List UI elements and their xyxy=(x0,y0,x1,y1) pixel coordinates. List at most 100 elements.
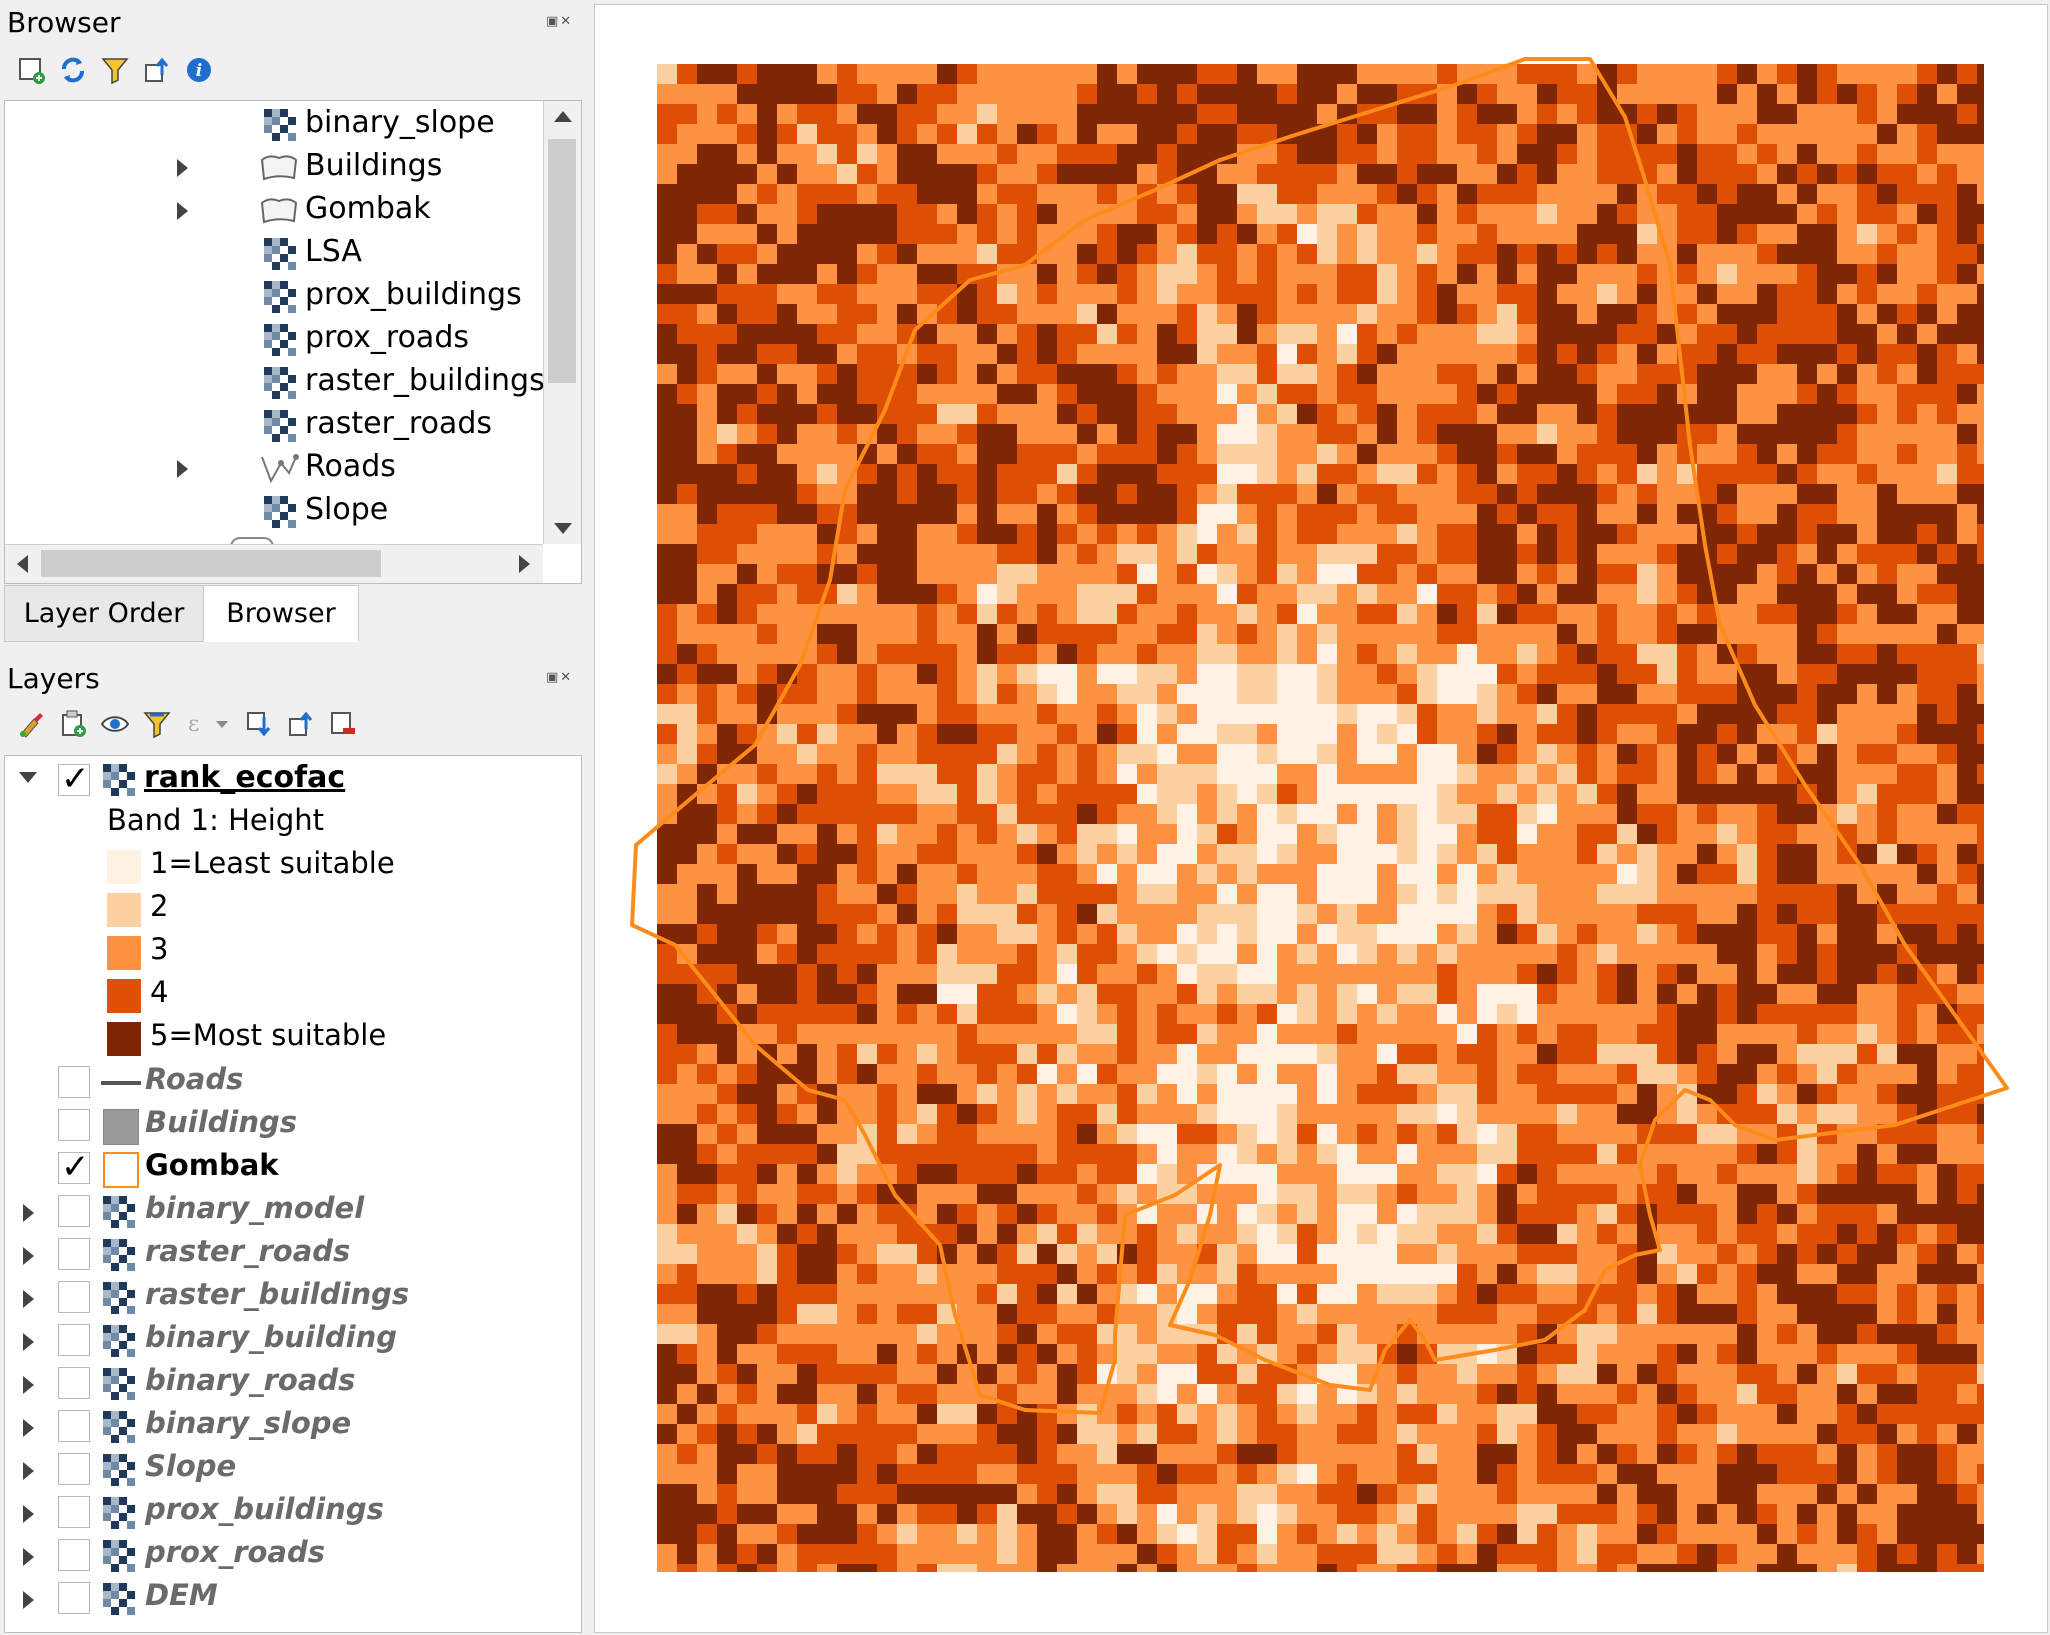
layer-checkbox[interactable] xyxy=(58,1496,90,1528)
layer-checkbox[interactable] xyxy=(58,1539,90,1571)
browser-item[interactable]: Gombak xyxy=(5,189,541,232)
scroll-right-arrow-icon[interactable] xyxy=(519,555,530,573)
layers-dock-buttons[interactable]: ▣✕ xyxy=(546,670,574,685)
raster-cell xyxy=(677,1044,697,1064)
raster-cell xyxy=(1777,544,1797,564)
map-canvas[interactable] xyxy=(594,4,2048,1633)
raster-cell xyxy=(1137,884,1157,904)
layer-name[interactable]: Slope xyxy=(145,1449,237,1483)
vertical-scroll-thumb[interactable] xyxy=(548,139,576,383)
horizontal-scroll-thumb[interactable] xyxy=(41,550,381,577)
layer-name[interactable]: Roads xyxy=(145,1062,244,1096)
browser-item[interactable]: binary_slope xyxy=(5,103,541,146)
remove-layer-icon[interactable] xyxy=(327,708,359,740)
browser-item[interactable]: raster_roads xyxy=(5,404,541,447)
expand-arrow-icon[interactable] xyxy=(23,1505,34,1523)
layer-checkbox[interactable] xyxy=(58,1066,90,1098)
raster-cell xyxy=(1537,564,1557,584)
layer-checkbox[interactable] xyxy=(58,1582,90,1614)
layer-name[interactable]: raster_roads xyxy=(145,1234,351,1268)
expand-arrow-icon[interactable] xyxy=(23,1591,34,1609)
expand-arrow-icon[interactable] xyxy=(177,460,188,478)
filter-icon[interactable] xyxy=(99,54,131,86)
browser-item[interactable]: prox_roads xyxy=(5,318,541,361)
layer-name[interactable]: binary_roads xyxy=(145,1363,356,1397)
layer-checkbox[interactable] xyxy=(58,1152,90,1184)
layers-tree[interactable]: ✓ rank_ecofac Band 1: Height 1=Least sui… xyxy=(4,755,582,1633)
collapse-arrow-icon[interactable] xyxy=(19,772,37,783)
expand-arrow-icon[interactable] xyxy=(23,1548,34,1566)
scroll-left-arrow-icon[interactable] xyxy=(17,555,28,573)
layer-checkbox[interactable] xyxy=(58,1410,90,1442)
expand-arrow-icon[interactable] xyxy=(23,1462,34,1480)
raster-cell xyxy=(657,504,677,524)
expand-arrow-icon[interactable] xyxy=(177,202,188,220)
raster-cell xyxy=(697,1024,717,1044)
tab-browser[interactable]: Browser xyxy=(203,585,359,642)
raster-cell xyxy=(697,1184,717,1204)
layer-checkbox[interactable] xyxy=(58,1238,90,1270)
raster-cell xyxy=(1737,884,1757,904)
layer-checkbox[interactable] xyxy=(58,1453,90,1485)
eye-icon[interactable] xyxy=(99,708,131,740)
expand-arrow-icon[interactable] xyxy=(177,159,188,177)
raster-cell xyxy=(1617,1224,1637,1244)
layer-checkbox[interactable] xyxy=(58,1324,90,1356)
browser-item[interactable]: Slope xyxy=(5,490,541,533)
map-svg[interactable] xyxy=(595,5,2047,1632)
info-icon[interactable]: i xyxy=(183,54,215,86)
expand-arrow-icon[interactable] xyxy=(23,1419,34,1437)
scroll-down-arrow-icon[interactable] xyxy=(554,523,572,534)
layer-name[interactable]: DEM xyxy=(145,1578,218,1612)
raster-cell xyxy=(677,264,697,284)
scroll-up-arrow-icon[interactable] xyxy=(554,111,572,122)
browser-horizontal-scrollbar[interactable] xyxy=(5,544,543,583)
expand-arrow-icon[interactable] xyxy=(23,1333,34,1351)
raster-cell xyxy=(1437,1004,1457,1024)
layer-checkbox[interactable] xyxy=(58,1281,90,1313)
browser-item[interactable]: prox_buildings xyxy=(5,275,541,318)
add-selected-layers-icon[interactable] xyxy=(15,54,47,86)
raster-cell xyxy=(1937,524,1957,544)
layer-name-rank-ecofac[interactable]: rank_ecofac xyxy=(144,760,346,795)
layer-name[interactable]: prox_roads xyxy=(145,1535,326,1569)
browser-item[interactable]: LSA xyxy=(5,232,541,275)
raster-cell xyxy=(1377,704,1397,724)
filter-legend-icon[interactable] xyxy=(141,708,173,740)
browser-tree[interactable]: binary_slope Buildings Gombak LSA prox_build… xyxy=(4,100,582,584)
add-group-icon[interactable] xyxy=(57,708,89,740)
layer-checkbox[interactable] xyxy=(58,1367,90,1399)
layer-name[interactable]: Gombak xyxy=(145,1148,279,1182)
tab-layer-order[interactable]: Layer Order xyxy=(4,585,204,642)
expression-filter-icon[interactable]: ε xyxy=(183,708,233,740)
expand-arrow-icon[interactable] xyxy=(23,1290,34,1308)
collapse-all-icon[interactable] xyxy=(141,54,173,86)
raster-cell xyxy=(1577,1064,1597,1084)
browser-item[interactable]: Buildings xyxy=(5,146,541,189)
layer-name[interactable]: prox_buildings xyxy=(145,1492,384,1526)
layer-checkbox[interactable] xyxy=(58,1195,90,1227)
expand-arrow-icon[interactable] xyxy=(23,1376,34,1394)
expand-arrow-icon[interactable] xyxy=(23,1247,34,1265)
refresh-icon[interactable] xyxy=(57,54,89,86)
raster-cell xyxy=(1217,844,1237,864)
browser-item[interactable]: raster_buildings xyxy=(5,361,545,404)
collapse-layers-icon[interactable] xyxy=(285,708,317,740)
layer-name[interactable]: Buildings xyxy=(145,1105,297,1139)
browser-dock-buttons[interactable]: ▣✕ xyxy=(546,14,574,29)
browser-item[interactable]: Roads xyxy=(5,447,541,490)
layer-checkbox[interactable] xyxy=(58,1109,90,1141)
layer-checkbox-rank-ecofac[interactable] xyxy=(58,764,90,796)
expand-all-icon[interactable] xyxy=(243,708,275,740)
layer-name[interactable]: raster_buildings xyxy=(145,1277,410,1311)
expand-arrow-icon[interactable] xyxy=(23,1204,34,1222)
layer-name[interactable]: binary_building xyxy=(145,1320,398,1354)
raster-cell xyxy=(957,124,977,144)
layer-name[interactable]: binary_slope xyxy=(145,1406,352,1440)
style-brush-icon[interactable] xyxy=(15,708,47,740)
raster-cell xyxy=(1137,1024,1157,1044)
raster-cell xyxy=(1697,204,1717,224)
browser-vertical-scrollbar[interactable] xyxy=(543,101,581,544)
raster-cell xyxy=(1737,1284,1757,1304)
layer-name[interactable]: binary_model xyxy=(145,1191,365,1225)
